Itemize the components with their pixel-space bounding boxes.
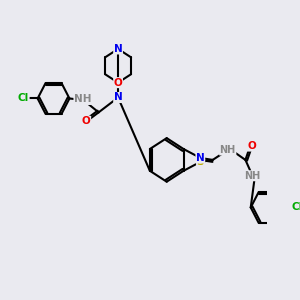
Text: N: N [196, 153, 205, 163]
Text: O: O [82, 116, 91, 126]
Text: NH: NH [220, 145, 236, 155]
Text: NH: NH [74, 94, 92, 104]
Text: S: S [196, 157, 204, 167]
Text: N: N [114, 44, 122, 54]
Text: Cl: Cl [291, 202, 300, 212]
Text: O: O [114, 78, 122, 88]
Text: O: O [247, 141, 256, 151]
Text: NH: NH [244, 171, 261, 181]
Text: N: N [114, 92, 122, 103]
Text: Cl: Cl [18, 94, 29, 103]
